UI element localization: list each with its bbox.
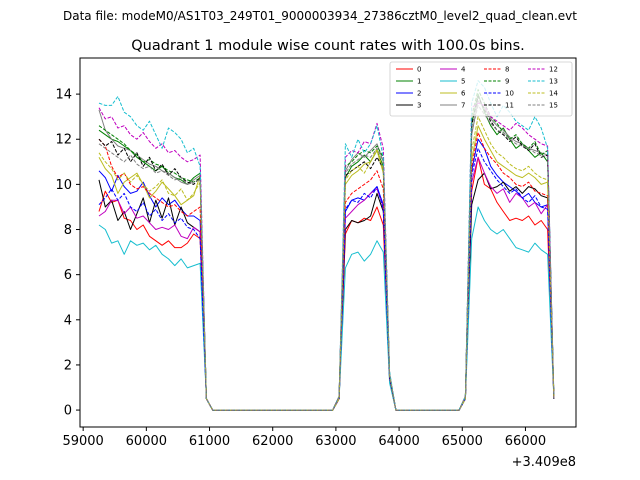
x-tick-label: 59000: [62, 434, 103, 449]
x-tick-label: 62000: [252, 434, 293, 449]
series-line-10: [98, 147, 555, 411]
x-tick-label: 61000: [189, 434, 230, 449]
legend-label-0: 0: [417, 66, 421, 74]
legend-label-12: 12: [549, 66, 558, 74]
plot-area-frame: [79, 57, 577, 428]
legend-label-7: 7: [461, 102, 465, 110]
y-tick-label: 8: [64, 223, 72, 238]
y-tick-label: 12: [55, 133, 72, 148]
legend-label-15: 15: [549, 102, 558, 110]
y-tick-label: 0: [64, 404, 72, 419]
legend-label-10: 10: [505, 90, 514, 98]
legend-label-4: 4: [461, 66, 466, 74]
legend-label-14: 14: [549, 90, 558, 98]
legend-label-2: 2: [417, 90, 421, 98]
legend-label-1: 1: [417, 78, 421, 86]
legend-label-13: 13: [549, 78, 558, 86]
legend-box: [389, 61, 573, 117]
y-tick-label: 14: [55, 88, 72, 103]
y-tick-label: 6: [64, 268, 72, 283]
x-tick-label: 63000: [315, 434, 356, 449]
x-tick-label: 66000: [505, 434, 546, 449]
x-tick-label: 65000: [442, 434, 483, 449]
legend-label-8: 8: [505, 66, 509, 74]
series-line-8: [98, 132, 555, 411]
x-tick-label: 60000: [126, 434, 167, 449]
legend-label-11: 11: [505, 102, 514, 110]
x-tick-label: 64000: [378, 434, 419, 449]
legend-label-5: 5: [461, 78, 465, 86]
y-axis: 0 2 4 6 8 10 12 14: [55, 88, 80, 419]
x-offset-label: +3.409e8: [512, 455, 576, 470]
legend-label-6: 6: [461, 90, 466, 98]
y-tick-label: 10: [55, 178, 72, 193]
series-line-14: [98, 116, 555, 411]
y-tick-label: 2: [64, 358, 72, 373]
legend-label-3: 3: [417, 102, 421, 110]
x-axis: 59000 60000 61000 62000 63000 64000 65000 66000: [62, 427, 546, 449]
chart-title: Quadrant 1 module wise count rates with …: [131, 38, 525, 54]
legend-label-9: 9: [505, 78, 509, 86]
y-tick-label: 4: [64, 313, 72, 328]
chart-suptitle: Data file: modeM0/AS1T03_249T01_90000039…: [63, 9, 577, 23]
